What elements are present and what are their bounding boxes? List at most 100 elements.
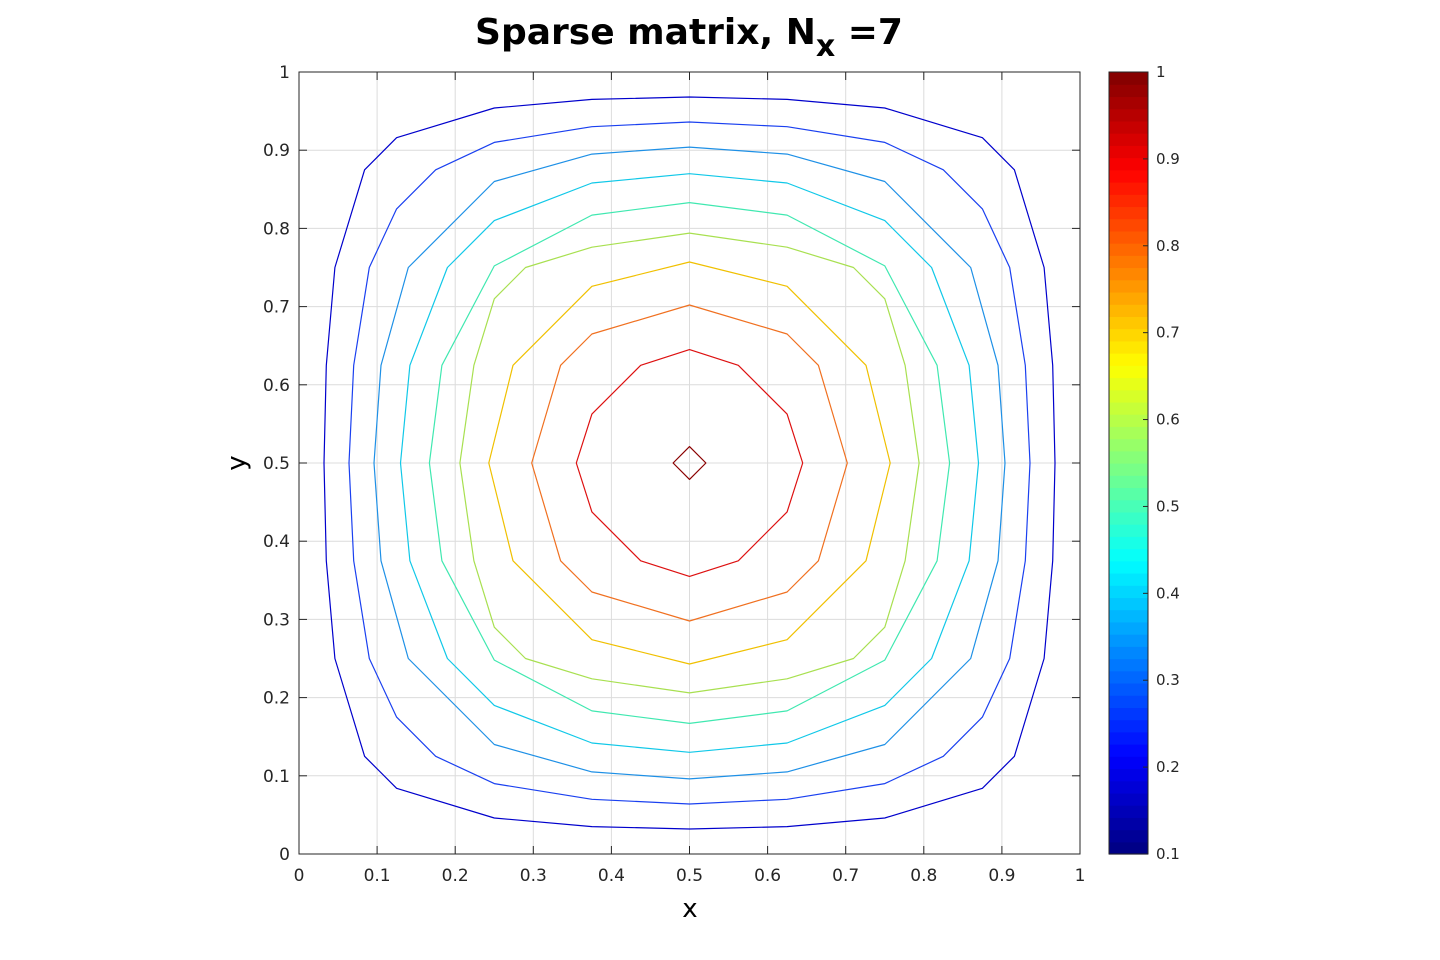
contour-line	[459, 232, 920, 694]
colorbar-segment	[1109, 585, 1148, 599]
colorbar-segment	[1109, 475, 1148, 489]
colorbar-segment	[1109, 768, 1148, 782]
colorbar-segment	[1109, 218, 1148, 232]
colorbar-segment	[1109, 108, 1148, 122]
colorbar-segment	[1109, 304, 1148, 317]
y-tick-label: 0	[279, 845, 290, 865]
contour-line	[488, 261, 891, 665]
contour-line	[428, 202, 951, 725]
title-suffix: =7	[835, 12, 903, 53]
colorbar-tick-label: 0.6	[1156, 411, 1180, 429]
title-subscript: x	[816, 29, 835, 64]
y-tick-label: 1	[279, 63, 290, 83]
colorbar-segment	[1109, 328, 1148, 342]
colorbar-segment	[1109, 572, 1148, 586]
contour-line	[531, 304, 848, 622]
colorbar-segment	[1109, 536, 1148, 550]
colorbar-segment	[1109, 634, 1148, 647]
x-tick-label: 0.3	[520, 866, 547, 886]
colorbar-segment	[1109, 230, 1148, 244]
colorbar-segment	[1109, 340, 1148, 354]
y-tick-label: 0.2	[263, 689, 290, 709]
colorbar-tick-labels: 0.1 0.2 0.3 0.4 0.5 0.6 0.7 0.8 0.9 1	[1156, 63, 1180, 863]
colorbar-segment	[1109, 646, 1148, 660]
colorbar-segment	[1109, 841, 1148, 855]
x-tick-label: 0.2	[442, 866, 469, 886]
colorbar-segment	[1109, 316, 1148, 330]
colorbar-segment	[1109, 353, 1148, 366]
colorbar-segment	[1109, 169, 1148, 183]
contour-line	[323, 96, 1056, 830]
axis-ticks	[298, 71, 1081, 855]
x-tick-label: 0.9	[988, 866, 1015, 886]
colorbar-segment	[1109, 206, 1148, 220]
colorbar-segment	[1109, 499, 1148, 513]
colorbar-segment	[1109, 84, 1148, 98]
colorbar-segment	[1109, 524, 1148, 537]
colorbar-segment	[1109, 279, 1148, 293]
colorbar-segment	[1109, 181, 1148, 195]
colorbar-segment	[1109, 597, 1148, 611]
colorbar-segment	[1109, 291, 1148, 305]
colorbar-segment	[1109, 731, 1148, 745]
colorbar-tick-label: 0.2	[1156, 758, 1180, 776]
colorbar-segment	[1109, 96, 1148, 110]
colorbar-segment	[1109, 72, 1148, 85]
colorbar-segment	[1109, 805, 1148, 818]
colorbar-tick-label: 0.8	[1156, 237, 1180, 255]
x-tick-label: 0.4	[598, 866, 625, 886]
colorbar-segment	[1109, 756, 1148, 770]
colorbar-segment	[1109, 487, 1148, 501]
colorbar-tick-label: 0.4	[1156, 584, 1180, 602]
colorbar-segment	[1109, 511, 1148, 525]
colorbar-segment	[1109, 401, 1148, 415]
colorbar-tick-label: 0.9	[1156, 150, 1180, 168]
colorbar-segment	[1109, 120, 1148, 134]
colorbar-segment	[1109, 707, 1148, 721]
contour-line	[373, 146, 1006, 780]
colorbar-segment	[1109, 609, 1148, 623]
colorbar-tick-label: 1	[1156, 63, 1166, 81]
x-tick-label: 0.7	[832, 866, 859, 886]
colorbar-segment	[1109, 377, 1148, 391]
y-tick-label: 0.7	[263, 298, 290, 318]
y-tick-labels: 0 0.1 0.2 0.3 0.4 0.5 0.6 0.7 0.8 0.9 1	[263, 63, 290, 865]
colorbar-segment	[1109, 438, 1148, 452]
x-tick-label: 1	[1075, 866, 1086, 886]
colorbar-segment	[1109, 621, 1148, 635]
contour-line	[672, 446, 707, 480]
colorbar-segment	[1109, 365, 1148, 379]
colorbar-segment	[1109, 267, 1148, 281]
contour-line	[348, 121, 1031, 805]
y-tick-label: 0.4	[263, 532, 290, 552]
colorbar-segment	[1109, 414, 1148, 427]
colorbar-segment	[1109, 426, 1148, 440]
y-tick-label: 0.8	[263, 219, 290, 239]
colorbar-tick-label: 0.3	[1156, 671, 1180, 689]
colorbar-segment	[1109, 695, 1148, 708]
colorbar-segment	[1109, 658, 1148, 672]
colorbar-segment	[1109, 670, 1148, 684]
colorbar-segment	[1109, 560, 1148, 574]
x-axis-label: x	[682, 894, 697, 924]
colorbar-segment	[1109, 792, 1148, 806]
chart-title: Sparse matrix, Nx =7	[475, 12, 903, 64]
colorbar-segment	[1109, 719, 1148, 733]
contour-line	[575, 349, 804, 578]
colorbar-segment	[1109, 817, 1148, 831]
colorbar-segment	[1109, 194, 1148, 208]
y-axis-label: y	[222, 455, 252, 470]
x-tick-labels: 0 0.1 0.2 0.3 0.4 0.5 0.6 0.7 0.8 0.9 1	[294, 866, 1086, 886]
colorbar-segment	[1109, 548, 1148, 562]
colorbar-segment	[1109, 744, 1148, 757]
title-main: Sparse matrix, N	[475, 12, 816, 53]
colorbar-segment	[1109, 133, 1148, 146]
y-tick-label: 0.9	[263, 141, 290, 161]
colorbar-segment	[1109, 829, 1148, 843]
colorbar-tick-label: 0.5	[1156, 497, 1180, 515]
y-tick-label: 0.6	[263, 376, 290, 396]
x-tick-label: 0.1	[364, 866, 391, 886]
y-tick-label: 0.5	[263, 454, 290, 474]
x-tick-label: 0.5	[676, 866, 703, 886]
